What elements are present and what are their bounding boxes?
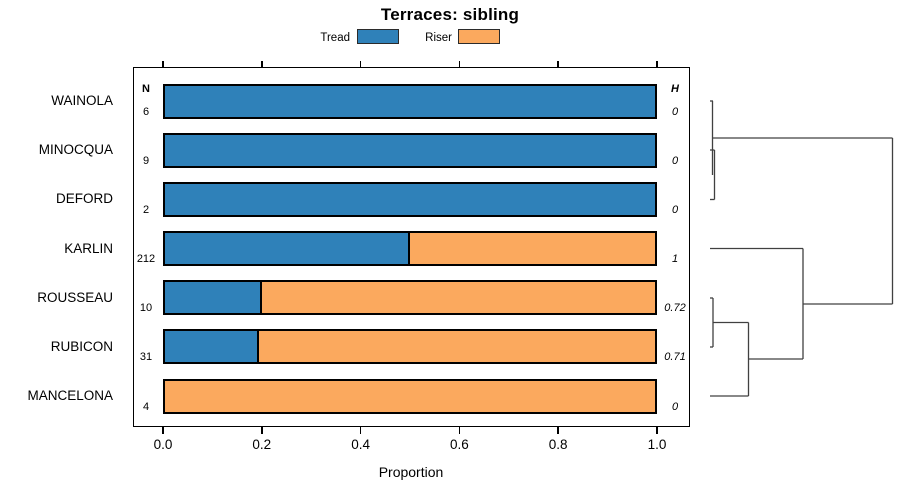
axis-tick-bottom <box>261 427 263 434</box>
bar-segment-tread <box>163 181 657 217</box>
h-value: 0.72 <box>664 302 686 315</box>
axis-tick-top <box>656 60 658 68</box>
row-label: MANCELONA <box>27 388 113 404</box>
n-value: 212 <box>136 253 156 265</box>
legend-label-riser: Riser <box>425 32 452 44</box>
n-value: 6 <box>142 105 150 118</box>
row-label: KARLIN <box>64 240 113 256</box>
bar-segment-tread <box>163 329 259 365</box>
axis-tick-label: 0.4 <box>351 437 370 452</box>
bar-segment-tread <box>163 83 657 119</box>
axis-tick-bottom <box>458 427 461 434</box>
row-label: MINOCQUA <box>38 142 113 158</box>
legend-label-tread: Tread <box>320 32 350 44</box>
axis-tick-top <box>261 60 263 68</box>
h-value: 0 <box>671 154 679 167</box>
axis-tick-label: 0.2 <box>252 437 272 452</box>
bar-segment-tread <box>163 132 657 168</box>
bar-segment-tread <box>163 231 410 266</box>
h-value: 0 <box>671 105 679 118</box>
x-axis-title: Proportion <box>378 464 444 480</box>
axis-tick-label: 1.0 <box>647 437 667 452</box>
row-label: RUBICON <box>50 338 113 354</box>
row-label: WAINOLA <box>51 93 113 108</box>
n-value: 4 <box>142 400 150 413</box>
legend-swatch-riser <box>458 29 500 44</box>
n-value: 2 <box>142 203 150 216</box>
axis-tick-bottom <box>162 427 164 434</box>
axis-tick-bottom <box>359 427 362 434</box>
h-value: 0.71 <box>664 351 686 364</box>
bar-segment-riser <box>163 378 657 414</box>
axis-tick-label: 0.0 <box>153 437 173 452</box>
axis-tick-bottom <box>557 427 559 434</box>
axis-tick-label: 0.8 <box>548 437 568 452</box>
axis-tick-top <box>162 60 164 68</box>
axis-tick-top <box>458 60 461 68</box>
axis-tick-label: 0.6 <box>450 437 469 452</box>
h-value: 0 <box>671 203 679 216</box>
legend-swatch-tread <box>357 29 399 44</box>
n-value: 10 <box>139 302 153 315</box>
h-value: 1 <box>671 253 679 265</box>
n-value: 9 <box>142 154 150 167</box>
row-label: DEFORD <box>56 191 113 207</box>
row-label: ROUSSEAU <box>37 289 113 305</box>
axis-tick-top <box>557 60 559 68</box>
axis-tick-bottom <box>656 427 658 434</box>
axis-tick-top <box>359 60 362 68</box>
n-column-header: N <box>142 83 150 95</box>
bar-segment-tread <box>163 280 262 316</box>
h-value: 0 <box>671 400 679 413</box>
chart-title: Terraces: sibling <box>380 5 520 24</box>
h-column-header: H <box>671 83 679 95</box>
n-value: 31 <box>139 351 153 364</box>
